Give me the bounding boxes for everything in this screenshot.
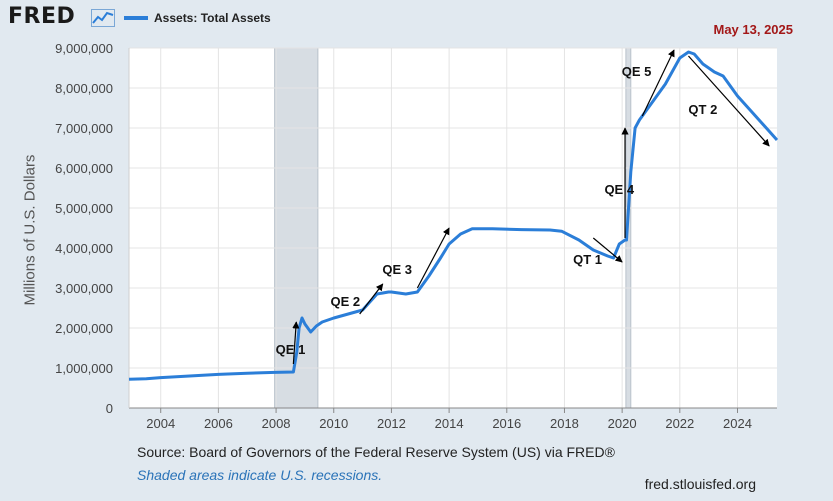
fred-logo[interactable]: FRED: [8, 4, 76, 29]
series-line-0: [128, 50, 779, 381]
plot-background: [129, 48, 777, 408]
annotation-label: QE 3: [382, 262, 412, 277]
legend: Assets: Total Assets: [124, 11, 271, 25]
x-tick-label: 2018: [550, 416, 579, 431]
x-tick-label: 2014: [435, 416, 464, 431]
annotation-label: QT 1: [573, 252, 602, 267]
x-tick-label: 2006: [204, 416, 233, 431]
legend-swatch: [124, 16, 148, 20]
y-tick-label: 8,000,000: [55, 81, 113, 96]
annotation-arrow-5: [641, 49, 675, 117]
x-tick-label: 2022: [665, 416, 694, 431]
legend-series-label[interactable]: Assets: Total Assets: [154, 11, 271, 25]
annotation-label: QE 5: [622, 64, 652, 79]
x-tick-label: 2012: [377, 416, 406, 431]
annotation-arrow-2: [416, 227, 450, 289]
y-tick-label: 0: [106, 401, 113, 416]
annotation-arrow-6: [688, 55, 770, 147]
annotation-arrow-1: [359, 283, 384, 315]
y-tick-label: 9,000,000: [55, 41, 113, 56]
annotation-label: QT 2: [688, 102, 717, 117]
x-tick-label: 2024: [723, 416, 752, 431]
line-chart-icon: [91, 9, 115, 27]
y-tick-label: 1,000,000: [55, 361, 113, 376]
source-note: Source: Board of Governors of the Federa…: [137, 444, 615, 460]
x-tick-label: 2010: [319, 416, 348, 431]
y-tick-label: 3,000,000: [55, 281, 113, 296]
y-tick-label: 7,000,000: [55, 121, 113, 136]
annotation-label: QE 1: [276, 342, 306, 357]
y-tick-label: 5,000,000: [55, 201, 113, 216]
chart-plot[interactable]: 0 1,000,000 2,000,000 3,000,000 4,000,000 5,0…: [0, 0, 833, 440]
y-tick-label: 2,000,000: [55, 321, 113, 336]
x-tick-label: 2008: [262, 416, 291, 431]
annotation-arrow-0: [292, 321, 300, 365]
x-tick-label: 2004: [146, 416, 175, 431]
y-tick-label: 4,000,000: [55, 241, 113, 256]
x-tick-label: 2020: [608, 416, 637, 431]
header: FRED Assets: Total Assets May 13, 2025: [0, 0, 833, 40]
fred-url[interactable]: fred.stlouisfed.org: [644, 476, 756, 492]
x-tick-label: 2016: [492, 416, 521, 431]
annotation-label: QE 2: [330, 294, 360, 309]
recession-note: Shaded areas indicate U.S. recessions.: [137, 467, 383, 483]
annotation-arrow-3: [592, 237, 623, 263]
y-tick-label: 6,000,000: [55, 161, 113, 176]
annotation-label: QE 4: [604, 182, 634, 197]
date-label: May 13, 2025: [713, 22, 793, 37]
